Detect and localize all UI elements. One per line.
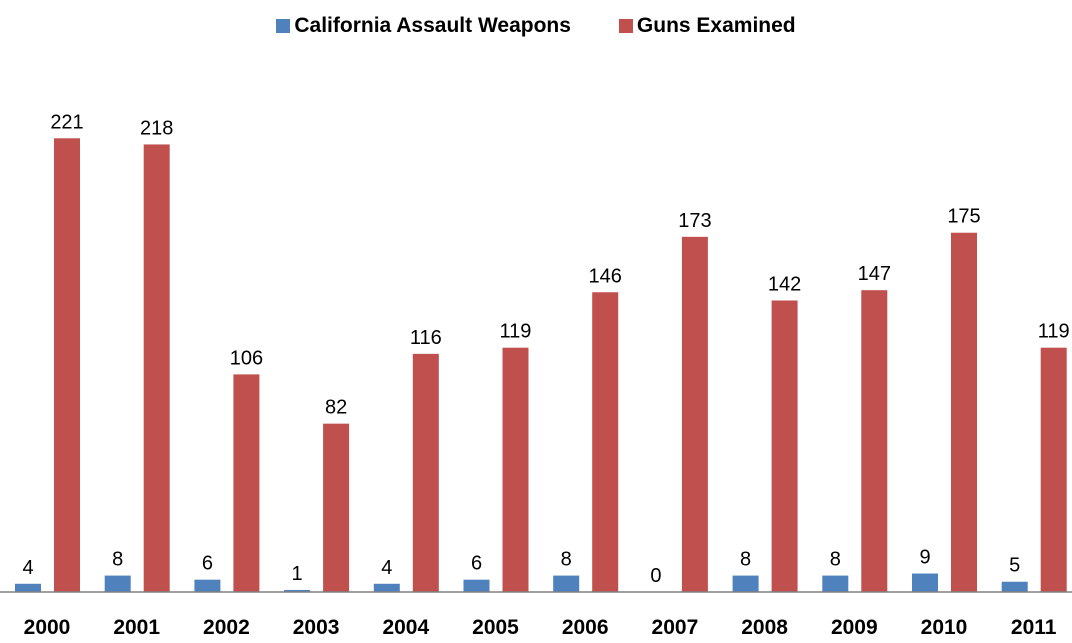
bar-assault-weapons-2009 bbox=[822, 575, 849, 592]
x-tick-label: 2011 bbox=[1011, 616, 1057, 639]
legend: California Assault Weapons Guns Examined bbox=[0, 14, 1072, 38]
bar-guns-examined-2008 bbox=[771, 300, 798, 592]
bar-guns-examined-2007 bbox=[681, 236, 708, 592]
bar-guns-examined-2002 bbox=[233, 374, 260, 592]
bar-guns-examined-2011 bbox=[1040, 347, 1067, 592]
data-label: 6 bbox=[202, 553, 213, 575]
data-label: 82 bbox=[325, 397, 347, 419]
x-tick-label: 2003 bbox=[293, 616, 340, 639]
x-tick-label: 2006 bbox=[562, 616, 609, 639]
bar-assault-weapons-2000 bbox=[15, 583, 41, 592]
data-label: 106 bbox=[230, 347, 263, 369]
x-tick-label: 2001 bbox=[113, 616, 160, 639]
data-label: 4 bbox=[381, 557, 392, 579]
x-tick-label: 2004 bbox=[382, 616, 429, 639]
data-label: 8 bbox=[740, 549, 751, 571]
legend-swatch-red bbox=[618, 19, 633, 33]
bar-guns-examined-2005 bbox=[502, 347, 529, 592]
bar-assault-weapons-2011 bbox=[1001, 581, 1028, 592]
bar-guns-examined-2003 bbox=[323, 423, 350, 592]
data-label: 6 bbox=[471, 553, 482, 575]
data-label: 1 bbox=[292, 563, 303, 585]
data-label: 173 bbox=[678, 210, 711, 232]
bar-assault-weapons-2003 bbox=[284, 589, 311, 592]
data-label: 175 bbox=[947, 206, 980, 228]
bar-assault-weapons-2010 bbox=[912, 573, 938, 592]
data-label: 119 bbox=[500, 321, 532, 343]
data-label: 142 bbox=[768, 273, 801, 295]
data-label: 119 bbox=[1038, 321, 1070, 343]
bar-guns-examined-2001 bbox=[143, 144, 170, 593]
bar-assault-weapons-2006 bbox=[553, 575, 580, 592]
data-label: 218 bbox=[140, 117, 173, 139]
bar-assault-weapons-2004 bbox=[373, 583, 400, 592]
bar-guns-examined-2009 bbox=[861, 290, 888, 592]
data-label: 8 bbox=[112, 549, 123, 571]
x-tick-label: 2009 bbox=[831, 616, 878, 639]
x-tick-label: 2010 bbox=[921, 616, 968, 639]
bar-guns-examined-2000 bbox=[54, 138, 80, 593]
x-tick-label: 2007 bbox=[652, 616, 699, 639]
data-label: 9 bbox=[919, 547, 930, 569]
bar-assault-weapons-2005 bbox=[463, 579, 490, 592]
legend-label: Guns Examined bbox=[636, 14, 796, 37]
bar-assault-weapons-2001 bbox=[104, 575, 131, 592]
x-tick-label: 2008 bbox=[741, 616, 788, 639]
bar-guns-examined-2010 bbox=[951, 232, 977, 592]
bar-assault-weapons-2008 bbox=[732, 575, 759, 592]
data-label: 8 bbox=[561, 549, 572, 571]
data-label: 0 bbox=[650, 565, 661, 587]
data-label: 4 bbox=[22, 557, 33, 579]
x-tick-label: 2005 bbox=[472, 616, 519, 639]
legend-label: California Assault Weapons bbox=[294, 14, 571, 37]
x-tick-label: 2000 bbox=[24, 616, 71, 639]
legend-item-guns-examined: Guns Examined bbox=[618, 14, 796, 38]
data-label: 5 bbox=[1009, 555, 1020, 577]
data-label: 116 bbox=[410, 327, 442, 349]
data-label: 146 bbox=[589, 265, 622, 287]
x-tick-label: 2002 bbox=[203, 616, 250, 639]
data-label: 221 bbox=[50, 111, 83, 133]
data-label: 8 bbox=[830, 549, 841, 571]
bar-assault-weapons-2002 bbox=[194, 579, 221, 592]
bar-guns-examined-2006 bbox=[592, 292, 619, 592]
legend-swatch-blue bbox=[276, 19, 291, 33]
bar-guns-examined-2004 bbox=[412, 353, 439, 592]
data-label: 147 bbox=[858, 263, 891, 285]
legend-item-california-assault-weapons: California Assault Weapons bbox=[276, 14, 571, 38]
